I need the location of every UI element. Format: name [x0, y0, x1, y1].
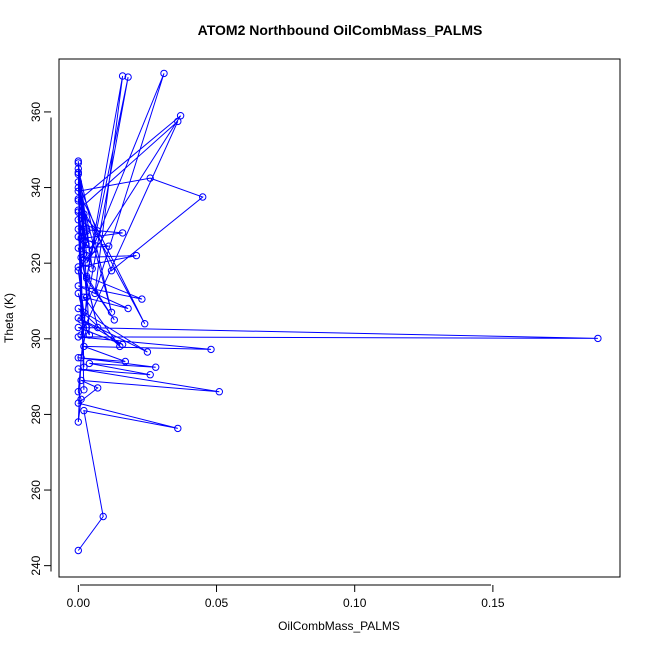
data-point [74, 168, 83, 177]
data-point [124, 304, 132, 313]
data-point [138, 295, 146, 303]
data-point [74, 354, 83, 362]
data-point [74, 164, 83, 173]
data-point [174, 424, 182, 433]
data-point [82, 323, 91, 332]
data-point [74, 216, 83, 224]
data-point [74, 187, 83, 196]
data-point [174, 117, 182, 126]
data-point [80, 293, 88, 301]
data-point [82, 272, 91, 281]
data-point [91, 289, 99, 298]
data-point [85, 331, 94, 339]
x-tick-label: 0.00 [67, 596, 91, 610]
data-point [94, 323, 102, 332]
data-point [77, 316, 85, 324]
data-point [74, 418, 83, 426]
data-point [124, 73, 132, 81]
y-tick-label: 340 [29, 177, 43, 197]
data-point [132, 251, 141, 260]
data-point [88, 246, 96, 254]
data-point [176, 112, 185, 120]
data-point [74, 546, 83, 555]
data-point [74, 195, 83, 203]
x-axis-ticks: 0.00 0.05 0.10 0.15 [67, 585, 505, 610]
y-axis-ticks: 240 260 280 300 320 340 360 [29, 102, 51, 576]
data-point [74, 170, 83, 179]
data-point [594, 334, 602, 343]
data-point [80, 236, 88, 245]
data-point [74, 157, 83, 165]
data-point [152, 363, 160, 371]
data-point [82, 227, 91, 235]
data-point [199, 193, 207, 201]
data-point [74, 208, 83, 216]
data-point [143, 348, 152, 356]
data-point [82, 293, 91, 301]
data-point [77, 376, 85, 385]
plot-frame [58, 58, 621, 578]
data-point [74, 282, 83, 290]
series-layer [74, 69, 602, 555]
data-point [80, 406, 88, 415]
data-point [82, 259, 91, 267]
data-point [99, 512, 107, 521]
data-point [77, 331, 85, 339]
data-point [77, 354, 85, 362]
data-point [80, 250, 88, 258]
data-point [74, 244, 83, 252]
y-tick-label: 240 [29, 555, 43, 575]
data-point [74, 233, 83, 241]
data-point [77, 395, 85, 403]
data-point [82, 274, 91, 282]
y-axis-label: Theta (K) [2, 293, 16, 343]
data-point [107, 308, 116, 316]
x-tick-label: 0.05 [205, 596, 229, 610]
data-point [74, 289, 83, 298]
data-point [80, 308, 88, 316]
data-point [107, 267, 116, 275]
data-point [118, 229, 127, 237]
data-point [88, 265, 96, 273]
data-point [80, 363, 88, 371]
data-point [74, 323, 83, 332]
data-point [74, 183, 83, 192]
data-point [94, 227, 102, 235]
data-point [74, 263, 83, 271]
data-point [74, 304, 83, 313]
y-tick-label: 320 [29, 253, 43, 273]
data-point [74, 206, 83, 214]
data-point [160, 69, 168, 78]
chart-title: ATOM2 Northbound OilCombMass_PALMS [198, 22, 483, 38]
data-point [116, 342, 124, 351]
data-point [105, 242, 113, 250]
x-axis-label: OilCombMass_PALMS [278, 619, 400, 633]
y-tick-label: 280 [29, 404, 43, 424]
data-point [141, 320, 149, 328]
data-point [74, 267, 83, 275]
data-point [215, 388, 224, 396]
data-point [118, 72, 127, 80]
data-point [74, 225, 83, 233]
x-tick-label: 0.10 [343, 596, 367, 610]
data-point [121, 357, 130, 366]
y-tick-label: 300 [29, 328, 43, 348]
data-point [146, 174, 154, 182]
data-point [74, 197, 83, 205]
data-point [74, 159, 83, 167]
data-point [74, 178, 83, 186]
data-point [94, 384, 102, 392]
x-tick-label: 0.15 [481, 596, 505, 610]
data-point [146, 371, 154, 379]
data-point [80, 342, 88, 351]
data-point [110, 316, 119, 324]
y-tick-label: 260 [29, 480, 43, 500]
data-point [74, 388, 83, 396]
data-point [207, 345, 215, 354]
y-tick-label: 360 [29, 102, 43, 122]
data-point [82, 225, 91, 233]
data-point [85, 359, 94, 368]
